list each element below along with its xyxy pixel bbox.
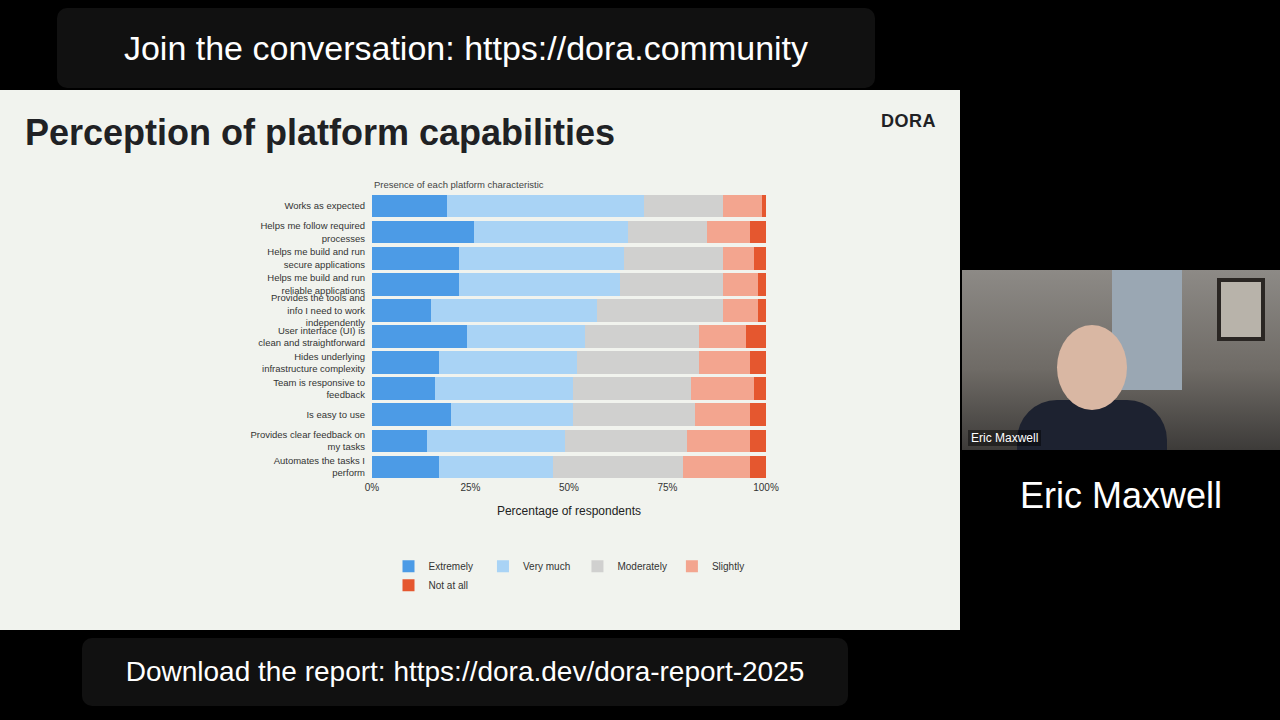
svg-text:Extremely: Extremely bbox=[429, 561, 473, 572]
svg-text:Helps me follow requiredproces: Helps me follow requiredprocesses bbox=[260, 220, 365, 243]
html-text:DORA: DORA bbox=[881, 111, 936, 131]
svg-text:User interface (UI) isclean an: User interface (UI) isclean and straight… bbox=[258, 325, 365, 348]
svg-text:Presence of each platform char: Presence of each platform characteristic bbox=[374, 179, 544, 190]
svg-text:Team is responsive tofeedback: Team is responsive tofeedback bbox=[273, 377, 365, 400]
svg-text:Provides the tools andinfo I n: Provides the tools andinfo I need to wor… bbox=[271, 292, 365, 328]
svg-text:Percentage of respondents: Percentage of respondents bbox=[497, 504, 641, 518]
svg-text:Works as expected: Works as expected bbox=[284, 200, 365, 211]
svg-text:100%: 100% bbox=[753, 482, 779, 493]
html-text:Download the report: https://d: Download the report: https://dora.dev/do… bbox=[125, 656, 805, 687]
svg-text:Very much: Very much bbox=[523, 561, 570, 572]
html-text:Eric Maxwell: Eric Maxwell bbox=[971, 431, 1039, 445]
svg-text:Slightly: Slightly bbox=[712, 561, 744, 572]
svg-text:75%: 75% bbox=[657, 482, 677, 493]
html-text:Eric Maxwell: Eric Maxwell bbox=[1020, 475, 1222, 516]
svg-text:Moderately: Moderately bbox=[617, 561, 666, 572]
html-text:Join the conversation: https:/: Join the conversation: https://dora.comm… bbox=[123, 28, 809, 67]
html-text:Perception of platform capabil: Perception of platform capabilities bbox=[25, 112, 616, 153]
svg-text:0%: 0% bbox=[365, 482, 380, 493]
svg-text:25%: 25% bbox=[460, 482, 480, 493]
svg-text:50%: 50% bbox=[559, 482, 579, 493]
svg-text:Helps me build and runsecure a: Helps me build and runsecure application… bbox=[267, 246, 365, 269]
svg-text:Not at all: Not at all bbox=[429, 580, 468, 591]
svg-text:Helps me build and runreliable: Helps me build and runreliable applicati… bbox=[267, 272, 365, 295]
svg-text:Automates the tasks Iperform: Automates the tasks Iperform bbox=[274, 455, 365, 478]
svg-text:Is easy to use: Is easy to use bbox=[306, 409, 365, 420]
svg-text:Provides clear feedback onmy t: Provides clear feedback onmy tasks bbox=[250, 429, 365, 452]
svg-text:Hides underlyinginfrastructure: Hides underlyinginfrastructure complexit… bbox=[262, 351, 365, 374]
